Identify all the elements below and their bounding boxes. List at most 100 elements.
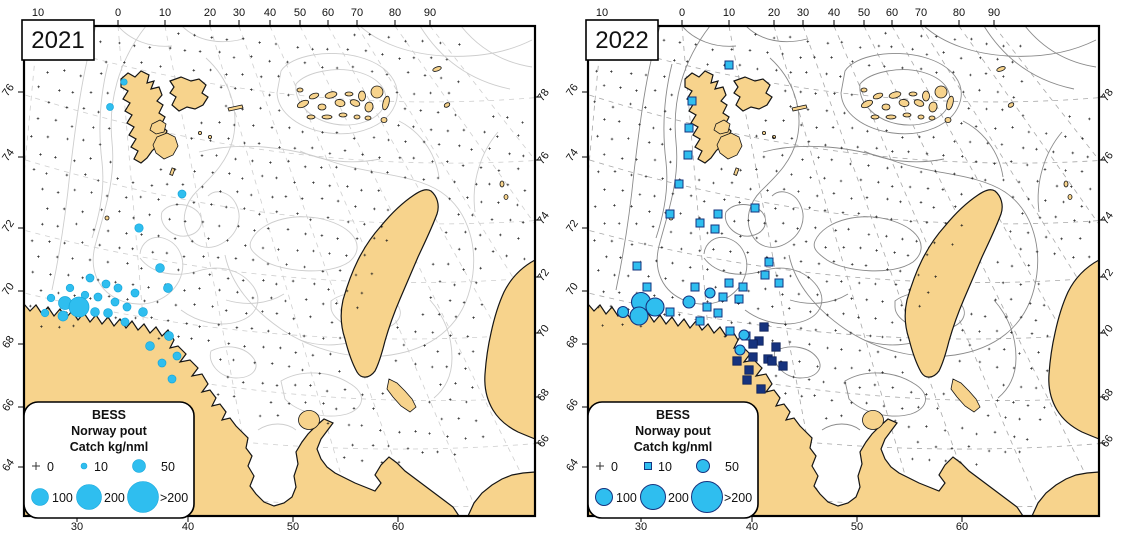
- legend-symbol-10: [80, 462, 88, 470]
- catch-square-cyan: [760, 270, 770, 280]
- catch-circle: [90, 307, 100, 317]
- bottom-axis-label: 60: [392, 521, 404, 533]
- catch-square-navy: [767, 356, 777, 366]
- catch-circle: [65, 283, 75, 293]
- left-axis-label: 64: [0, 457, 17, 474]
- catch-square-cyan: [724, 60, 734, 70]
- catch-circle: [40, 308, 50, 318]
- legend-label-50: 50: [161, 460, 175, 474]
- left-axis-label: 70: [564, 281, 581, 298]
- year-label: 2022: [595, 27, 648, 54]
- catch-square-navy: [744, 365, 754, 375]
- legend-symbol-100: [595, 488, 613, 506]
- catch-square-navy: [771, 342, 781, 352]
- right-axis-label: 76: [1099, 150, 1116, 167]
- bottom-axis-label: 50: [287, 521, 299, 533]
- right-axis-label: 74: [1099, 210, 1116, 227]
- legend-symbol-50: [696, 459, 710, 473]
- left-axis-label: 64: [564, 457, 581, 474]
- catch-square-cyan: [695, 218, 705, 228]
- right-axis-label: 72: [535, 267, 552, 284]
- top-axis-label: 80: [953, 7, 965, 19]
- top-axis-label: 70: [915, 7, 927, 19]
- catch-circle: [106, 103, 114, 111]
- legend-symbol-100: [31, 488, 49, 506]
- catch-circle: [46, 293, 56, 303]
- legend-title-3: Catch kg/nml: [70, 440, 149, 454]
- legend-symbol-zero: [32, 462, 40, 470]
- catch-circle: [103, 308, 113, 318]
- catch-circle: [155, 263, 165, 273]
- legend-label-200: 200: [668, 491, 689, 505]
- right-axis-label: 68: [535, 387, 552, 404]
- left-axis-label: 68: [0, 334, 17, 351]
- catch-circle: [130, 288, 140, 298]
- top-axis-label: 50: [858, 7, 870, 19]
- catch-square-navy: [732, 356, 742, 366]
- left-axis-label: 74: [564, 147, 581, 164]
- left-axis-label: 72: [564, 218, 581, 235]
- catch-square-cyan: [764, 257, 774, 267]
- catch-circle: [163, 283, 173, 293]
- legend-label-100: 100: [616, 491, 637, 505]
- top-axis-label: 10: [32, 7, 44, 19]
- catch-square-cyan: [750, 203, 760, 213]
- left-axis-label: 76: [0, 82, 17, 99]
- catch-circle: [704, 287, 716, 299]
- left-axis-label: 66: [564, 397, 581, 414]
- catch-circle: [110, 297, 120, 307]
- legend-title-2: Norway pout: [71, 424, 148, 438]
- top-axis-label: 0: [115, 7, 121, 19]
- legend-symbol-50: [132, 459, 146, 473]
- catch-square-cyan: [710, 224, 720, 234]
- top-axis-label: 80: [389, 7, 401, 19]
- top-axis-label: 10: [596, 7, 608, 19]
- catch-circle: [93, 292, 103, 302]
- catch-circle: [145, 341, 155, 351]
- legend: BESS Norway pout Catch kg/nml 0 10 50 10…: [587, 401, 759, 519]
- right-axis-label: 70: [535, 323, 552, 340]
- catch-square-navy: [778, 361, 788, 371]
- top-axis-label: 90: [988, 7, 1000, 19]
- catch-circle: [738, 329, 750, 341]
- catch-square-cyan: [725, 326, 735, 336]
- station-marks-layer: [593, 31, 1092, 466]
- catch-square-cyan: [690, 282, 700, 292]
- catch-circle: [122, 302, 132, 312]
- top-axis-label: 20: [768, 7, 780, 19]
- left-axis-label: 76: [564, 82, 581, 99]
- legend-label-50: 50: [725, 460, 739, 474]
- catch-square-cyan: [674, 179, 684, 189]
- legend-symbol-gt200: [127, 481, 159, 513]
- bottom-axis-label: 30: [71, 521, 83, 533]
- catch-square-cyan: [632, 261, 642, 271]
- catch-square-cyan: [683, 150, 693, 160]
- catch-circle: [101, 279, 111, 289]
- catch-circle: [120, 78, 128, 86]
- legend-symbol-zero: [596, 462, 604, 470]
- legend-label-200: 200: [104, 491, 125, 505]
- left-axis-label: 70: [0, 281, 17, 298]
- year-label: 2021: [31, 27, 84, 54]
- legend-title-3: Catch kg/nml: [634, 440, 713, 454]
- legend-label-0: 0: [611, 460, 618, 474]
- catch-circle: [616, 305, 630, 319]
- legend-label-10: 10: [658, 460, 672, 474]
- legend-label-gt200: >200: [724, 491, 752, 505]
- catch-circle: [645, 297, 665, 317]
- bottom-axis-label: 50: [851, 521, 863, 533]
- catch-circle: [138, 307, 148, 317]
- top-axis-label: 20: [204, 7, 216, 19]
- catch-circle: [177, 189, 187, 199]
- catch-circle: [157, 358, 167, 368]
- catch-circle: [68, 296, 90, 318]
- catch-square-cyan: [774, 278, 784, 288]
- bottom-axis-label: 40: [746, 521, 758, 533]
- legend-symbol-200: [76, 484, 102, 510]
- catch-circle: [134, 223, 144, 233]
- right-axis-label: 72: [1099, 267, 1116, 284]
